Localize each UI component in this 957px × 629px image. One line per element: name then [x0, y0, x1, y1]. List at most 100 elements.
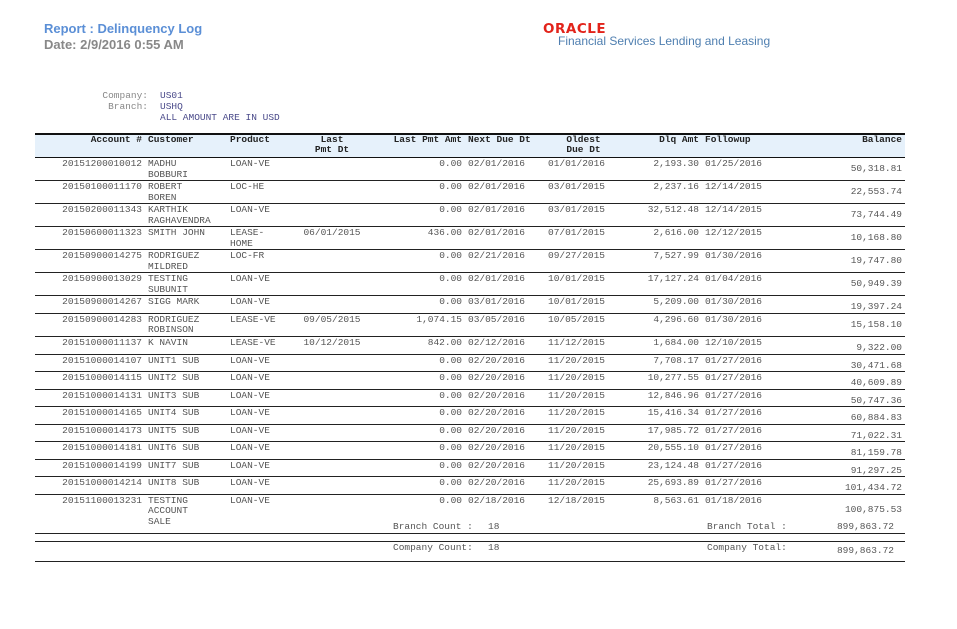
- last-pmt-amt-cell: 0.00: [439, 296, 462, 307]
- table-row: 20150900014275 RODRIGUEZ MILDRED LOC-FR 0.0…: [35, 250, 905, 273]
- branch-count: 18: [488, 521, 500, 532]
- table-header: Account # Customer Product Last Pmt Dt Last …: [35, 134, 905, 158]
- customer-cell: UNIT7 SUB: [148, 459, 200, 471]
- branch-value: USHQ: [160, 101, 183, 112]
- product-cell: LOAN-VE: [230, 424, 270, 436]
- last-pmt-dt-cell: [297, 494, 367, 533]
- followup-cell: 01/27/2016: [705, 424, 763, 436]
- account-number-cell: 20151000014173: [62, 424, 142, 436]
- currency-note: ALL AMOUNT ARE IN USD: [160, 112, 280, 123]
- dlq-amt-cell: 2,237.16: [653, 181, 699, 192]
- next-due-dt-cell: 02/01/2016: [468, 227, 526, 238]
- last-pmt-dt-cell: [297, 424, 367, 442]
- followup-cell: 01/27/2016: [705, 442, 763, 453]
- last-pmt-dt-cell: 09/05/2015: [303, 313, 361, 325]
- table-row: 20150900014267 SIGG MARK LOAN-VE 0.00 03/01/…: [35, 296, 905, 313]
- account-number-cell: 20151100013231: [62, 494, 142, 506]
- customer-cell: RODRIGUEZ MILDRED: [148, 250, 200, 272]
- account-number-cell: 20151000014165: [62, 407, 142, 418]
- last-pmt-amt-cell: 842.00: [427, 336, 462, 348]
- followup-cell: 12/14/2015: [705, 204, 763, 215]
- next-due-dt-cell: 02/20/2016: [468, 424, 526, 436]
- branch-total: 899,863.72: [836, 521, 894, 532]
- next-due-dt-cell: 02/01/2016: [468, 273, 526, 284]
- oldest-due-dt-cell: 07/01/2015: [548, 227, 606, 238]
- last-pmt-amt-cell: 0.00: [439, 372, 462, 383]
- table-row: 20151000014131 UNIT3 SUB LOAN-VE 0.00 02/20/…: [35, 389, 905, 407]
- last-pmt-dt-cell: 06/01/2015: [303, 227, 361, 238]
- followup-cell: 01/27/2016: [705, 389, 763, 401]
- product-cell: LOAN-VE: [230, 354, 270, 366]
- last-pmt-amt-cell: 0.00: [439, 442, 462, 453]
- product-cell: LOAN-VE: [230, 372, 270, 383]
- last-pmt-dt-cell: [297, 250, 367, 273]
- table-row: 20151100013231 TESTING ACCOUNT SALE LOAN-V…: [35, 494, 905, 533]
- dlq-amt-cell: 2,193.30: [653, 158, 699, 169]
- followup-cell: 01/04/2016: [705, 273, 763, 284]
- oldest-due-dt-cell: 11/20/2015: [548, 407, 606, 418]
- oldest-due-dt-cell: 12/18/2015: [548, 494, 606, 506]
- followup-cell: 01/18/2016: [705, 494, 763, 506]
- customer-cell: UNIT2 SUB: [148, 372, 200, 383]
- next-due-dt-cell: 02/01/2016: [468, 158, 526, 169]
- followup-cell: 01/27/2016: [705, 354, 763, 366]
- dlq-amt-cell: 32,512.48: [647, 204, 699, 215]
- balance-cell: 100,875.53: [844, 503, 902, 515]
- next-due-dt-cell: 02/20/2016: [468, 459, 526, 471]
- table-row: 20151000014107 UNIT1 SUB LOAN-VE 0.00 02/20/…: [35, 354, 905, 372]
- oldest-due-dt-cell: 10/01/2015: [548, 273, 606, 284]
- balance-cell: 30,471.68: [850, 359, 902, 371]
- dlq-amt-cell: 25,693.89: [647, 477, 699, 488]
- account-number-cell: 20151000014131: [62, 389, 142, 401]
- account-number-cell: 20150600011323: [62, 227, 142, 238]
- balance-cell: 9,322.00: [856, 341, 902, 353]
- table-row: 20150200011343 KARTHIK RAGHAVENDRA LOAN-VE…: [35, 204, 905, 227]
- logo-subtitle: Financial Services Lending and Leasing: [558, 34, 771, 48]
- customer-cell: SMITH JOHN: [148, 227, 206, 238]
- next-due-dt-cell: 02/20/2016: [468, 477, 526, 488]
- last-pmt-dt-cell: [297, 459, 367, 477]
- table-row: 20150900013029 TESTING SUBUNIT LOAN-VE 0.00…: [35, 273, 905, 296]
- product-cell: LEASE- HOME: [230, 227, 265, 249]
- oracle-logo: ORACLE: [543, 21, 607, 37]
- dlq-amt-cell: 1,684.00: [653, 336, 699, 348]
- product-cell: LOC-FR: [230, 250, 265, 261]
- next-due-dt-cell: 03/01/2016: [468, 296, 526, 307]
- customer-cell: UNIT3 SUB: [148, 389, 200, 401]
- table-row: 20151000014115 UNIT2 SUB LOAN-VE 0.00 02/20/…: [35, 372, 905, 389]
- account-number-cell: 20151200010012: [62, 158, 142, 169]
- balance-cell: 60,884.83: [850, 412, 902, 423]
- column-header-next-due-dt: Next Due Dt: [465, 134, 545, 158]
- customer-cell: UNIT1 SUB: [148, 354, 200, 366]
- last-pmt-amt-cell: 436.00: [427, 227, 462, 238]
- next-due-dt-cell: 02/21/2016: [468, 250, 526, 261]
- column-header-followup: Followup: [702, 134, 787, 158]
- product-cell: LOC-HE: [230, 181, 265, 192]
- table-row: 20151000014165 UNIT4 SUB LOAN-VE 0.00 02/20/…: [35, 407, 905, 425]
- oldest-due-dt-cell: 10/05/2015: [548, 313, 606, 325]
- followup-cell: 01/27/2016: [705, 477, 763, 488]
- company-count-label: Company Count:: [393, 542, 473, 553]
- followup-cell: 01/25/2016: [705, 158, 763, 169]
- last-pmt-amt-cell: 0.00: [439, 354, 462, 366]
- last-pmt-dt-cell: 10/12/2015: [303, 336, 361, 348]
- dlq-amt-cell: 12,846.96: [647, 389, 699, 401]
- dlq-amt-cell: 17,127.24: [647, 273, 699, 284]
- followup-cell: 01/30/2016: [705, 296, 763, 307]
- last-pmt-dt-cell: [297, 407, 367, 425]
- oldest-due-dt-cell: 11/12/2015: [548, 336, 606, 348]
- oldest-due-dt-cell: 11/20/2015: [548, 389, 606, 401]
- account-number-cell: 20151000014199: [62, 459, 142, 471]
- dlq-amt-cell: 15,416.34: [647, 407, 699, 418]
- account-number-cell: 20150200011343: [62, 204, 142, 215]
- oldest-due-dt-cell: 11/20/2015: [548, 354, 606, 366]
- last-pmt-amt-cell: 0.00: [439, 477, 462, 488]
- last-pmt-dt-cell: [297, 354, 367, 372]
- next-due-dt-cell: 02/01/2016: [468, 204, 526, 215]
- account-number-cell: 20151000011137: [62, 336, 142, 348]
- customer-cell: UNIT5 SUB: [148, 424, 200, 436]
- oldest-due-dt-cell: 11/20/2015: [548, 372, 606, 383]
- dlq-amt-cell: 5,209.00: [653, 296, 699, 307]
- oldest-due-dt-cell: 11/20/2015: [548, 424, 606, 436]
- last-pmt-amt-cell: 0.00: [439, 204, 462, 215]
